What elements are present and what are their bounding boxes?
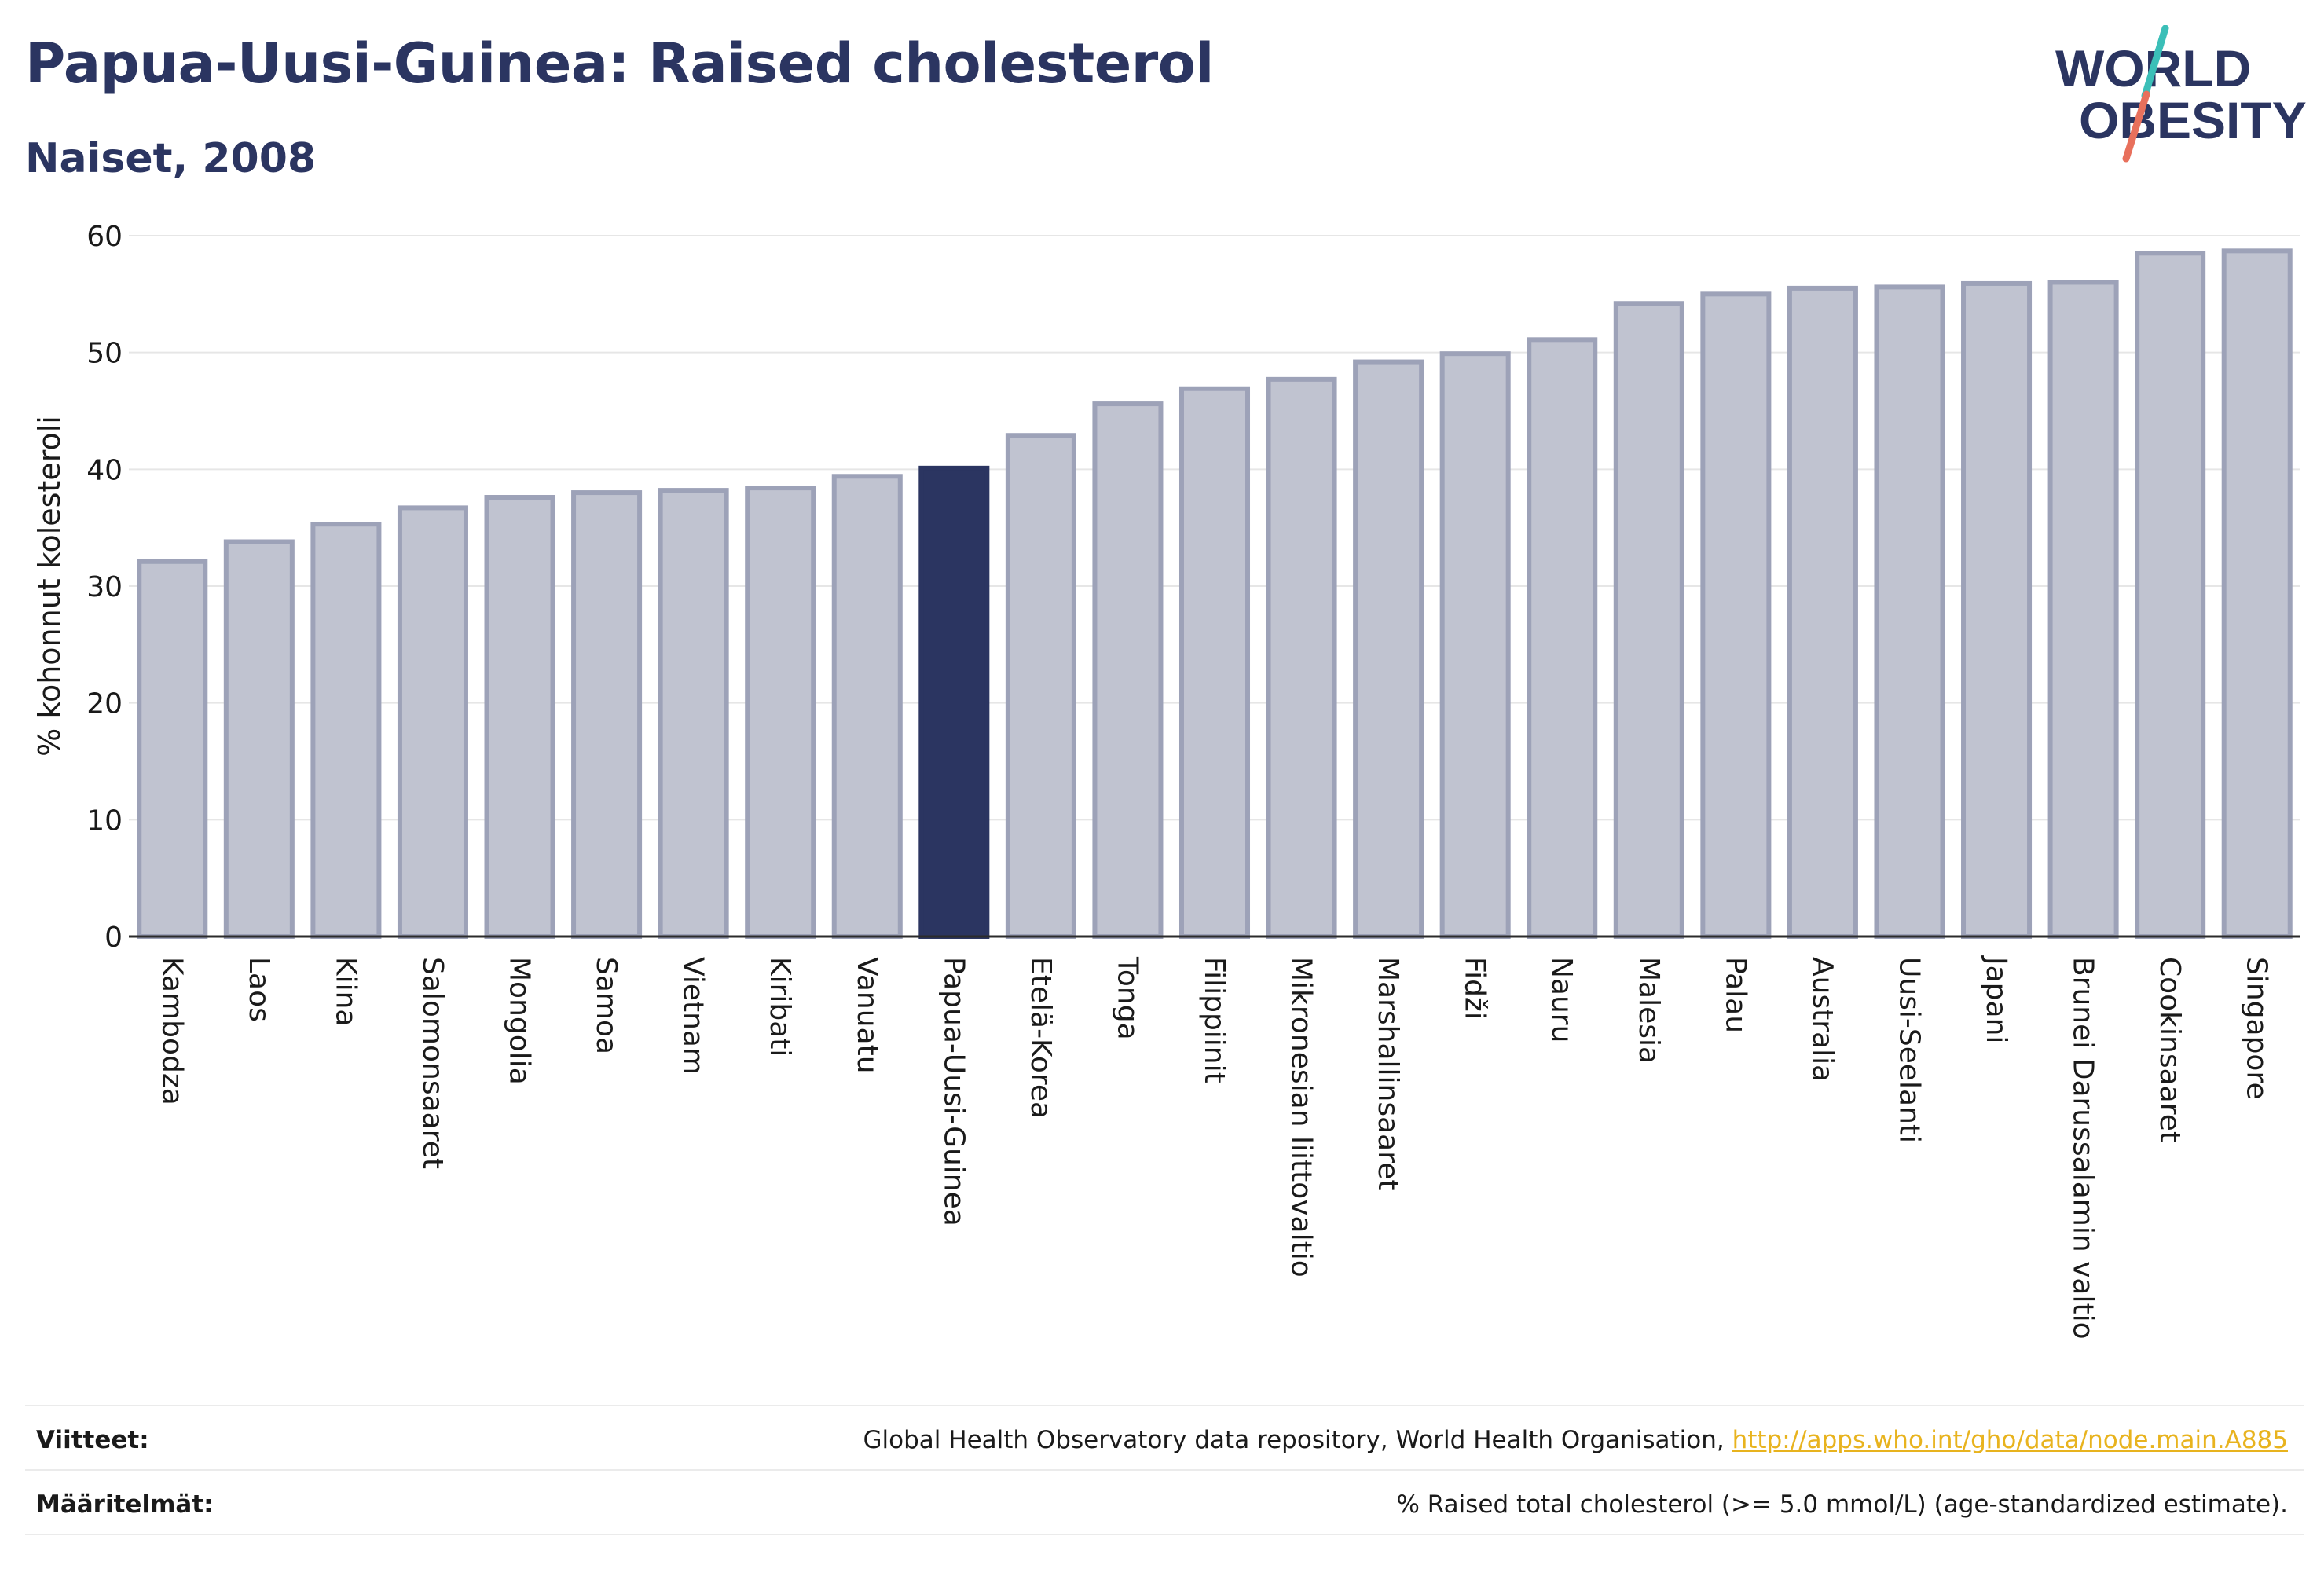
x-tick-label: Mikronesian liittovaltio	[1285, 957, 1318, 1277]
footer-divider-middle	[25, 1469, 2304, 1471]
y-tick-label: 0	[104, 922, 123, 954]
x-tick-label: Vietnam	[677, 957, 709, 1075]
sources-text: Global Health Observatory data repositor…	[863, 1426, 1732, 1454]
x-tick-label: Singapore	[2241, 957, 2273, 1100]
x-tick-label: Laos	[243, 957, 275, 1022]
bar-chart: 0 10 20 30 40 50 60 Kambodza Laos Kiina Salomonsa…	[32, 221, 2300, 1340]
sources-value: Global Health Observatory data repositor…	[863, 1426, 2288, 1454]
bar-papua-uusi-guinea[interactable]	[918, 465, 990, 939]
bar-salomonsaaret[interactable]	[397, 505, 468, 939]
x-tick-label: Kiina	[329, 957, 361, 1027]
bar-mongolia[interactable]	[484, 495, 555, 939]
bar-malesia[interactable]	[1613, 301, 1684, 939]
x-tick-label: Malesia	[1633, 957, 1665, 1064]
bar-cookinsaaret[interactable]	[2135, 251, 2206, 939]
y-tick-label: 50	[86, 338, 123, 370]
bar-australia[interactable]	[1787, 285, 1858, 939]
bar-japani[interactable]	[1961, 280, 2033, 940]
bar-uusi-seelanti[interactable]	[1874, 284, 1945, 939]
x-tick-label: Brunei Darussalamin valtio	[2067, 957, 2099, 1340]
x-tick-label: Tonga	[1111, 956, 1143, 1040]
x-tick-label: Japani	[1980, 955, 2012, 1043]
x-tick-label: Samoa	[590, 957, 622, 1054]
bar-palau[interactable]	[1700, 291, 1772, 940]
y-tick-label: 20	[86, 688, 123, 720]
world-obesity-logo[interactable]: WORLD OBESITY	[2051, 25, 2310, 167]
y-tick-label: 10	[86, 804, 123, 837]
bar-brunei-darussalamin-valtio[interactable]	[2047, 280, 2119, 939]
x-tick-label: Mongolia	[504, 957, 536, 1085]
logo-slash-coral	[2122, 90, 2150, 163]
definitions-value: % Raised total cholesterol (>= 5.0 mmol/…	[1396, 1490, 2288, 1519]
bar-kiina[interactable]	[310, 522, 382, 939]
x-tick-label: Nauru	[1545, 957, 1578, 1043]
bar-singapore[interactable]	[2221, 248, 2293, 939]
bar-kiribati[interactable]	[745, 486, 816, 939]
y-axis-title: % kohonnut kolesteroli	[32, 416, 67, 757]
y-axis-ticks: 0 10 20 30 40 50 60	[86, 221, 123, 954]
sources-label: Viitteet:	[36, 1426, 149, 1454]
definitions-label: Määritelmät:	[36, 1490, 214, 1519]
x-tick-label: Filippiinit	[1198, 957, 1230, 1083]
x-tick-label: Kambodza	[156, 957, 188, 1105]
bar-nauru[interactable]	[1527, 337, 1598, 939]
x-tick-label: Papua-Uusi-Guinea	[937, 957, 970, 1226]
logo-text-obesity: OBESITY	[2079, 91, 2307, 149]
x-tick-label: Uusi-Seelanti	[1893, 957, 1925, 1143]
bar-samoa[interactable]	[571, 490, 643, 939]
bar-vietnam[interactable]	[658, 488, 729, 939]
bar-tonga[interactable]	[1092, 401, 1164, 939]
bar-kambodza[interactable]	[137, 559, 208, 940]
x-tick-label: Australia	[1806, 957, 1838, 1082]
bar-vanuatu[interactable]	[831, 474, 903, 939]
y-tick-label: 30	[86, 571, 123, 603]
x-tick-label: Palau	[1719, 957, 1751, 1033]
page-subtitle: Naiset, 2008	[25, 135, 317, 182]
x-tick-label: Salomonsaaret	[416, 957, 449, 1169]
y-tick-label: 60	[86, 221, 123, 253]
x-tick-label: Etelä-Korea	[1025, 957, 1057, 1119]
bar-marshallinsaaret[interactable]	[1353, 359, 1424, 939]
footer-divider-top	[25, 1405, 2304, 1406]
x-tick-label: Fidži	[1459, 957, 1491, 1020]
bar-fid-i[interactable]	[1439, 351, 1511, 939]
logo-slash-teal	[2141, 25, 2169, 100]
bar-laos[interactable]	[223, 539, 295, 939]
x-axis-labels: Kambodza Laos Kiina Salomonsaaret Mongolia Sa…	[156, 955, 2272, 1340]
page-title: Papua-Uusi-Guinea: Raised cholesterol	[25, 31, 1214, 96]
footer-divider-bottom	[25, 1534, 2304, 1535]
x-tick-label: Marshallinsaaret	[1372, 957, 1404, 1191]
bar-mikronesian-liittovaltio[interactable]	[1266, 376, 1337, 939]
bar-filippiinit[interactable]	[1178, 386, 1251, 939]
bars	[137, 248, 2293, 940]
x-tick-label: Kiribati	[764, 957, 796, 1057]
sources-link[interactable]: http://apps.who.int/gho/data/node.main.A…	[1732, 1426, 2288, 1454]
bar-etel-korea[interactable]	[1005, 433, 1076, 939]
x-tick-label: Vanuatu	[851, 957, 883, 1074]
x-tick-label: Cookinsaaret	[2154, 957, 2186, 1142]
y-tick-label: 40	[86, 454, 123, 486]
